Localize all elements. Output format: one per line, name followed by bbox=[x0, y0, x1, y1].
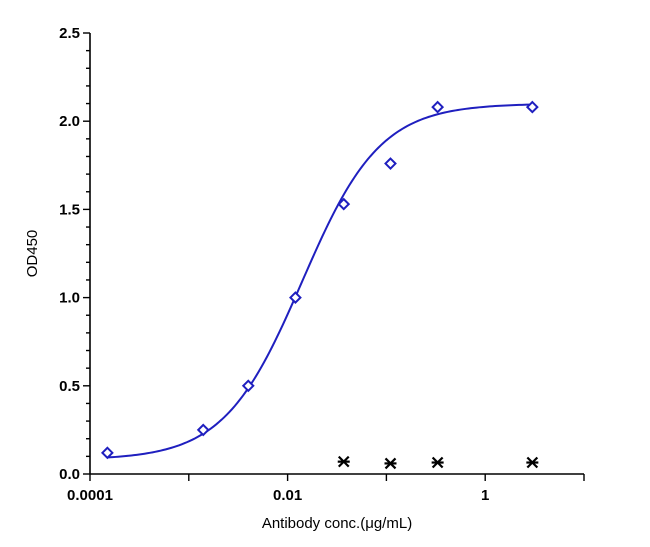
data-point-diamond bbox=[100, 446, 114, 460]
data-point-diamond bbox=[431, 100, 445, 114]
data-point-diamond bbox=[525, 100, 539, 114]
y-tick-label: 1.5 bbox=[59, 201, 80, 218]
data-point-diamond bbox=[241, 379, 255, 393]
x-axis-title: Antibody conc.(μg/mL) bbox=[262, 515, 412, 532]
data-point-diamond bbox=[289, 291, 302, 305]
data-point-diamond bbox=[337, 197, 351, 211]
x-tick-label: 0.0001 bbox=[67, 487, 113, 504]
data-point-star bbox=[384, 457, 397, 470]
y-tick-label: 2.5 bbox=[59, 25, 80, 42]
y-tick-label: 2.0 bbox=[59, 113, 80, 130]
y-tick-label: 1.0 bbox=[59, 290, 80, 307]
y-tick-label: 0.0 bbox=[59, 466, 80, 483]
data-point-star bbox=[337, 455, 350, 468]
data-points bbox=[100, 100, 539, 470]
x-tick-label: 0.01 bbox=[273, 487, 302, 504]
data-point-diamond bbox=[196, 423, 210, 437]
y-axis-title: OD450 bbox=[24, 230, 41, 278]
y-tick-label: 0.5 bbox=[59, 378, 80, 395]
x-axis-ticks: 0.0001 0.01 1 bbox=[67, 474, 585, 504]
x-tick-label: 1 bbox=[481, 487, 489, 504]
data-point-star bbox=[431, 456, 444, 469]
data-point-diamond bbox=[384, 157, 397, 170]
y-axis-ticks: 0.0 0.5 1.0 1.5 2.0 2.5 bbox=[59, 25, 90, 483]
fit-curve bbox=[107, 103, 533, 459]
data-point-star bbox=[526, 456, 539, 469]
